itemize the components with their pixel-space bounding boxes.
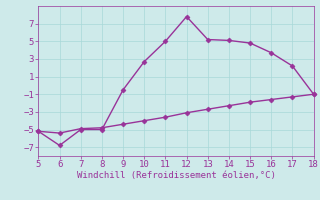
X-axis label: Windchill (Refroidissement éolien,°C): Windchill (Refroidissement éolien,°C) — [76, 171, 276, 180]
